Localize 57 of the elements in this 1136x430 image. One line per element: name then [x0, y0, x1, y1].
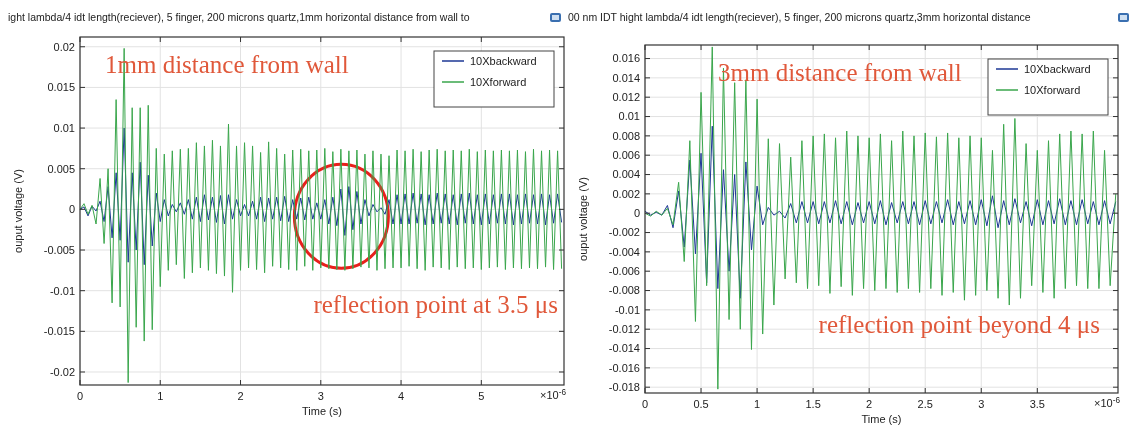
x-tick-label: 3.5 — [1029, 398, 1045, 410]
y-tick-label: 0.015 — [47, 81, 75, 94]
legend-label: 10Xforward — [1024, 84, 1081, 96]
y-tick-label: 0.005 — [47, 162, 75, 175]
y-tick-label: 0.02 — [53, 40, 75, 53]
legend-label: 10Xbackward — [1024, 63, 1091, 75]
x-tick-label: 1 — [157, 390, 164, 402]
y-tick-label: -0.018 — [608, 381, 640, 394]
text: ×10$^{-6}$ — [539, 387, 567, 401]
y-tick-label: 0.016 — [612, 52, 640, 65]
x-tick-label: 2 — [237, 390, 244, 402]
y-tick-label: 0.014 — [612, 71, 640, 84]
x-tick-label: 0.5 — [693, 398, 709, 410]
annotation: reflection point at 3.5 μs — [313, 291, 558, 318]
chart-title: ight lambda/4 idt length(reciever), 5 finger, 200 microns quartz,1mm horizontal distance from wall to — [8, 11, 470, 23]
legend-label: 10Xforward — [470, 76, 527, 88]
y-tick-label: 0.012 — [612, 91, 640, 104]
line-series — [79, 47, 563, 384]
y-tick-label: -0.006 — [608, 265, 640, 278]
y-tick-label: -0.014 — [608, 342, 640, 355]
x-tick-label: 0 — [76, 390, 84, 402]
y-tick-label: -0.004 — [608, 245, 640, 258]
y-tick-label: 0.002 — [612, 187, 640, 200]
chart-title: 00 nm IDT hight lambda/4 idt length(reciever), 5 finger, 200 microns quartz,3mm horizontal distance — [568, 11, 1031, 23]
x-tick-label: 3 — [317, 390, 324, 402]
text: ×10$^{-6}$ — [1093, 395, 1121, 409]
legend-label: 10Xbackward — [470, 55, 537, 67]
y-tick-label: -0.015 — [43, 325, 75, 338]
x-tick-label: 2 — [866, 398, 873, 410]
y-tick-label: -0.01 — [49, 284, 75, 297]
x-tick-label: 1 — [754, 398, 761, 410]
y-tick-label: 0.01 — [618, 110, 640, 123]
y-tick-label: -0.012 — [608, 323, 640, 336]
y-tick-label: 0.01 — [53, 121, 75, 134]
y-tick-label: -0.002 — [608, 226, 640, 239]
y-tick-label: -0.02 — [49, 365, 75, 378]
y-tick-label: 0.006 — [612, 149, 640, 162]
x-axis-title: Time (s) — [861, 413, 902, 425]
y-tick-label: -0.005 — [43, 243, 75, 256]
y-tick-label: 0.008 — [612, 129, 640, 142]
y-tick-label: -0.016 — [608, 361, 640, 374]
x-tick-label: 1.5 — [805, 398, 821, 410]
line-series — [644, 46, 1117, 390]
x-axis-title: Time (s) — [302, 405, 342, 417]
y-axis-title: ouput voltage (V) — [12, 169, 24, 253]
y-tick-label: 0 — [68, 203, 75, 216]
y-tick-label: 0.004 — [612, 168, 640, 181]
y-tick-label: -0.008 — [608, 284, 640, 297]
y-axis-title: ouput voltage (V) — [577, 177, 589, 261]
x-tick-label: 3 — [978, 398, 985, 410]
x-tick-label: 5 — [478, 390, 485, 402]
x-tick-label: 2.5 — [917, 398, 933, 410]
x-tick-label: 0 — [641, 398, 649, 410]
y-tick-label: 0 — [633, 207, 640, 220]
y-tick-label: -0.01 — [614, 303, 640, 316]
x-tick-label: 4 — [398, 390, 405, 402]
annotation: reflection point beyond 4 μs — [818, 311, 1100, 338]
